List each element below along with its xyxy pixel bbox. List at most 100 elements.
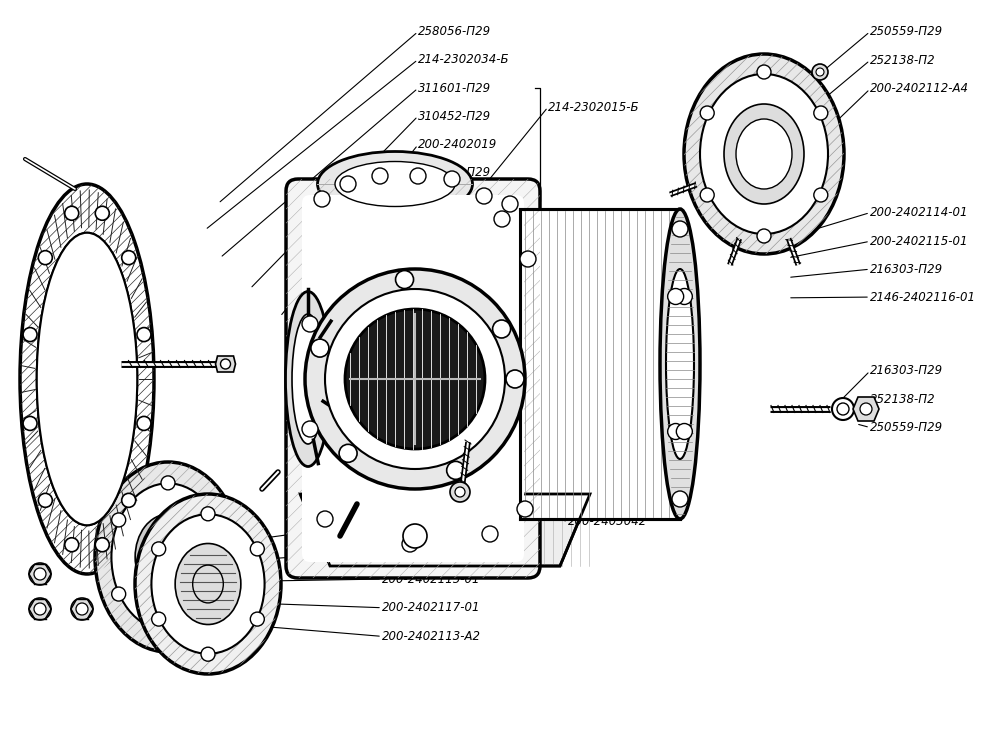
Circle shape [38,493,52,507]
Circle shape [34,568,46,580]
Text: 250559-П29: 250559-П29 [870,25,943,38]
Circle shape [38,250,52,265]
Bar [520,209,680,519]
Ellipse shape [135,494,281,674]
Circle shape [95,538,109,552]
Circle shape [494,211,510,227]
Bar [520,209,680,519]
Text: 200-2402019: 200-2402019 [418,138,497,152]
Circle shape [122,250,136,265]
Circle shape [493,320,511,338]
Text: 200-2402112-А4: 200-2402112-А4 [870,82,969,96]
Circle shape [520,251,536,267]
Circle shape [672,491,688,507]
Ellipse shape [286,292,330,467]
Text: 214-2302015-Б: 214-2302015-Б [548,100,640,114]
Text: 200-2403042: 200-2403042 [568,515,647,529]
Ellipse shape [318,152,473,216]
Text: 200-2402114-01: 200-2402114-01 [382,544,480,557]
Circle shape [450,482,470,502]
Text: 252138-П2: 252138-П2 [870,393,936,406]
Ellipse shape [37,233,137,526]
Ellipse shape [148,531,188,583]
Circle shape [210,513,224,527]
Ellipse shape [175,544,241,624]
Circle shape [23,327,37,342]
Text: 250561-П29: 250561-П29 [568,429,641,443]
Ellipse shape [700,74,828,234]
Circle shape [112,587,126,601]
Circle shape [860,403,872,415]
Circle shape [76,603,88,615]
Circle shape [502,196,518,212]
Text: 214-2302034-Б: 214-2302034-Б [418,53,510,66]
Circle shape [814,106,828,120]
Circle shape [317,511,333,527]
Circle shape [152,612,166,626]
FancyBboxPatch shape [286,179,540,578]
Circle shape [65,207,79,220]
Circle shape [832,398,854,420]
Circle shape [447,461,465,480]
Circle shape [65,538,79,552]
Circle shape [672,221,688,237]
Text: 252138-П2: 252138-П2 [870,54,936,67]
Circle shape [700,106,714,120]
Circle shape [410,168,426,184]
Circle shape [161,624,175,638]
Circle shape [250,542,264,556]
Ellipse shape [660,209,700,519]
Ellipse shape [20,184,154,574]
Text: 216300-П29: 216300-П29 [382,515,455,529]
Circle shape [152,542,166,556]
Ellipse shape [684,54,844,254]
Circle shape [396,271,414,289]
Circle shape [137,327,151,342]
Circle shape [402,536,418,552]
Text: 216303-П29: 216303-П29 [870,262,943,276]
Text: 311601-П29: 311601-П29 [418,81,491,95]
Circle shape [201,647,215,661]
Circle shape [95,207,109,220]
Text: 310452-П29: 310452-П29 [418,109,491,123]
Circle shape [668,424,684,440]
Circle shape [250,612,264,626]
Ellipse shape [37,233,137,526]
Circle shape [676,424,692,440]
Polygon shape [853,397,879,421]
Circle shape [812,64,828,80]
Circle shape [161,476,175,490]
Circle shape [71,598,93,620]
Circle shape [455,487,465,497]
Text: 200-2402115-01: 200-2402115-01 [382,572,480,586]
Circle shape [325,289,505,469]
Ellipse shape [666,269,694,459]
Circle shape [23,416,37,431]
Circle shape [345,309,485,449]
Ellipse shape [151,514,265,654]
Ellipse shape [724,104,804,204]
Text: 258056-П29: 258056-П29 [418,25,491,38]
Text: 200-2402117-01: 200-2402117-01 [382,601,480,615]
Circle shape [311,339,329,357]
Text: 258086-П29: 258086-П29 [418,166,491,179]
Circle shape [372,168,388,184]
Circle shape [816,68,824,76]
Circle shape [506,370,524,388]
Circle shape [814,188,828,202]
Circle shape [34,603,46,615]
Polygon shape [300,494,590,566]
Text: 200-2402113-А2: 200-2402113-А2 [382,630,481,643]
Text: 200-2402114-01: 200-2402114-01 [870,206,968,219]
Circle shape [302,316,318,332]
Circle shape [340,176,356,192]
Circle shape [476,188,492,204]
Text: 214-2302018-Б: 214-2302018-Б [418,195,510,208]
Circle shape [302,421,318,437]
Circle shape [517,501,533,517]
Circle shape [210,587,224,601]
Text: 252139-П2: 252139-П2 [568,458,634,471]
Ellipse shape [736,119,792,189]
Circle shape [314,191,330,207]
Circle shape [122,493,136,507]
